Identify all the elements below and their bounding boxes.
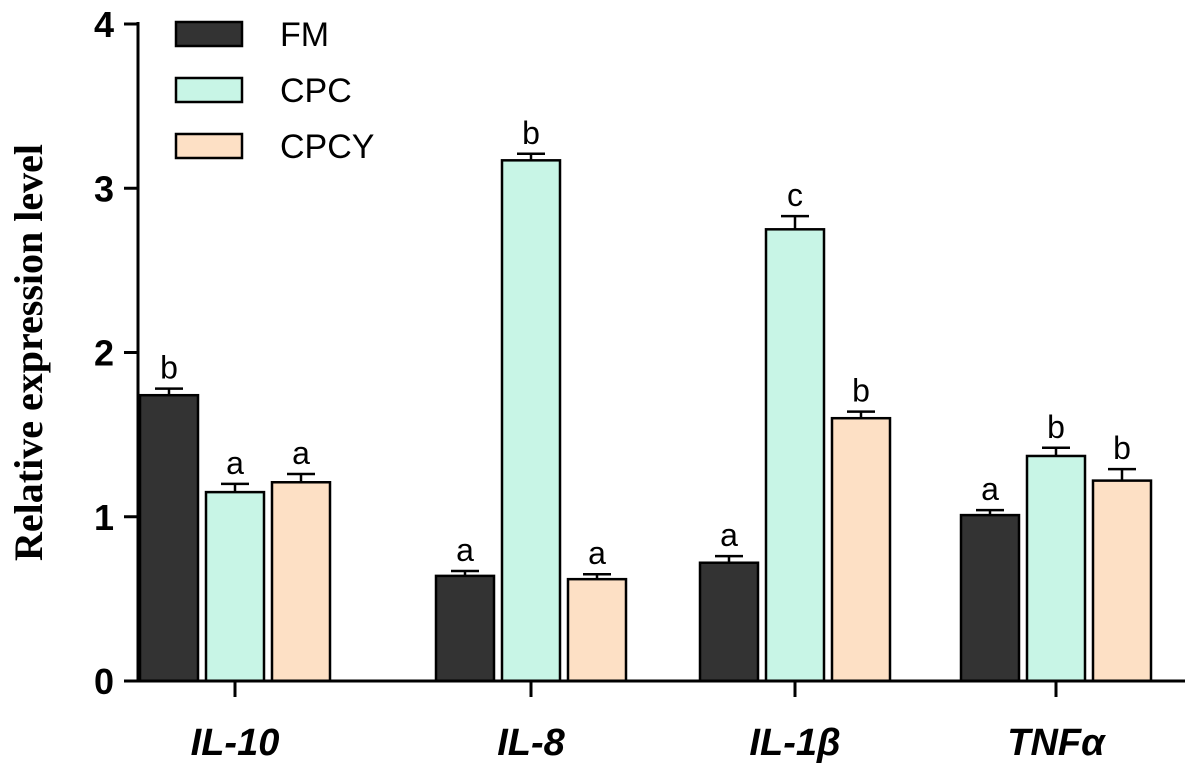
bars-layer: b a a a b a a c b a b b bbox=[138, 115, 1153, 683]
significance-label: a bbox=[292, 435, 310, 471]
significance-label: b bbox=[160, 350, 178, 386]
bar-fm bbox=[138, 393, 200, 683]
x-tick-label: IL-8 bbox=[497, 722, 565, 764]
y-axis-title: Relative expression level bbox=[6, 144, 51, 561]
significance-label: b bbox=[522, 115, 540, 151]
bar-fm bbox=[959, 513, 1021, 683]
significance-label: b bbox=[1047, 409, 1065, 445]
significance-label: a bbox=[456, 532, 474, 568]
legend-label-cpcy: CPCY bbox=[280, 128, 374, 166]
y-tick-label: 0 bbox=[94, 661, 114, 702]
y-tick-label: 4 bbox=[94, 4, 114, 45]
bar-fm bbox=[434, 574, 496, 683]
significance-label: c bbox=[787, 177, 803, 213]
y-tick-label: 1 bbox=[94, 497, 114, 538]
legend: FM CPC CPCY bbox=[174, 16, 374, 166]
y-tick-label: 3 bbox=[94, 168, 114, 209]
x-tick-label: IL-10 bbox=[191, 722, 280, 764]
bar-cpcy bbox=[830, 416, 892, 683]
x-tick-label: TNFα bbox=[1007, 722, 1106, 764]
legend-label-cpc: CPC bbox=[280, 72, 352, 110]
bar-cpcy bbox=[270, 481, 332, 683]
y-tick-label: 2 bbox=[94, 333, 114, 374]
legend-swatch-cpcy bbox=[174, 132, 244, 160]
significance-label: b bbox=[1113, 430, 1131, 466]
legend-swatch-fm bbox=[174, 20, 244, 48]
significance-label: a bbox=[981, 471, 999, 507]
bar-cpcy bbox=[1091, 479, 1153, 683]
bar-fm bbox=[698, 561, 760, 683]
legend-label-fm: FM bbox=[280, 16, 329, 54]
bar-cpc bbox=[500, 159, 562, 683]
bar-cpc bbox=[1025, 454, 1087, 683]
bar-cpc bbox=[204, 490, 266, 683]
legend-swatch-cpc bbox=[174, 76, 244, 104]
significance-label: b bbox=[852, 373, 870, 409]
significance-label: a bbox=[226, 445, 244, 481]
significance-label: a bbox=[720, 517, 738, 553]
bar-cpc bbox=[764, 228, 826, 683]
ticks-layer: 0 1 2 3 4 IL-10 IL-8 IL-1β TNFα bbox=[94, 4, 1106, 764]
x-tick-label: IL-1β bbox=[749, 722, 840, 764]
bar-cpcy bbox=[566, 577, 628, 683]
significance-label: a bbox=[588, 535, 606, 571]
